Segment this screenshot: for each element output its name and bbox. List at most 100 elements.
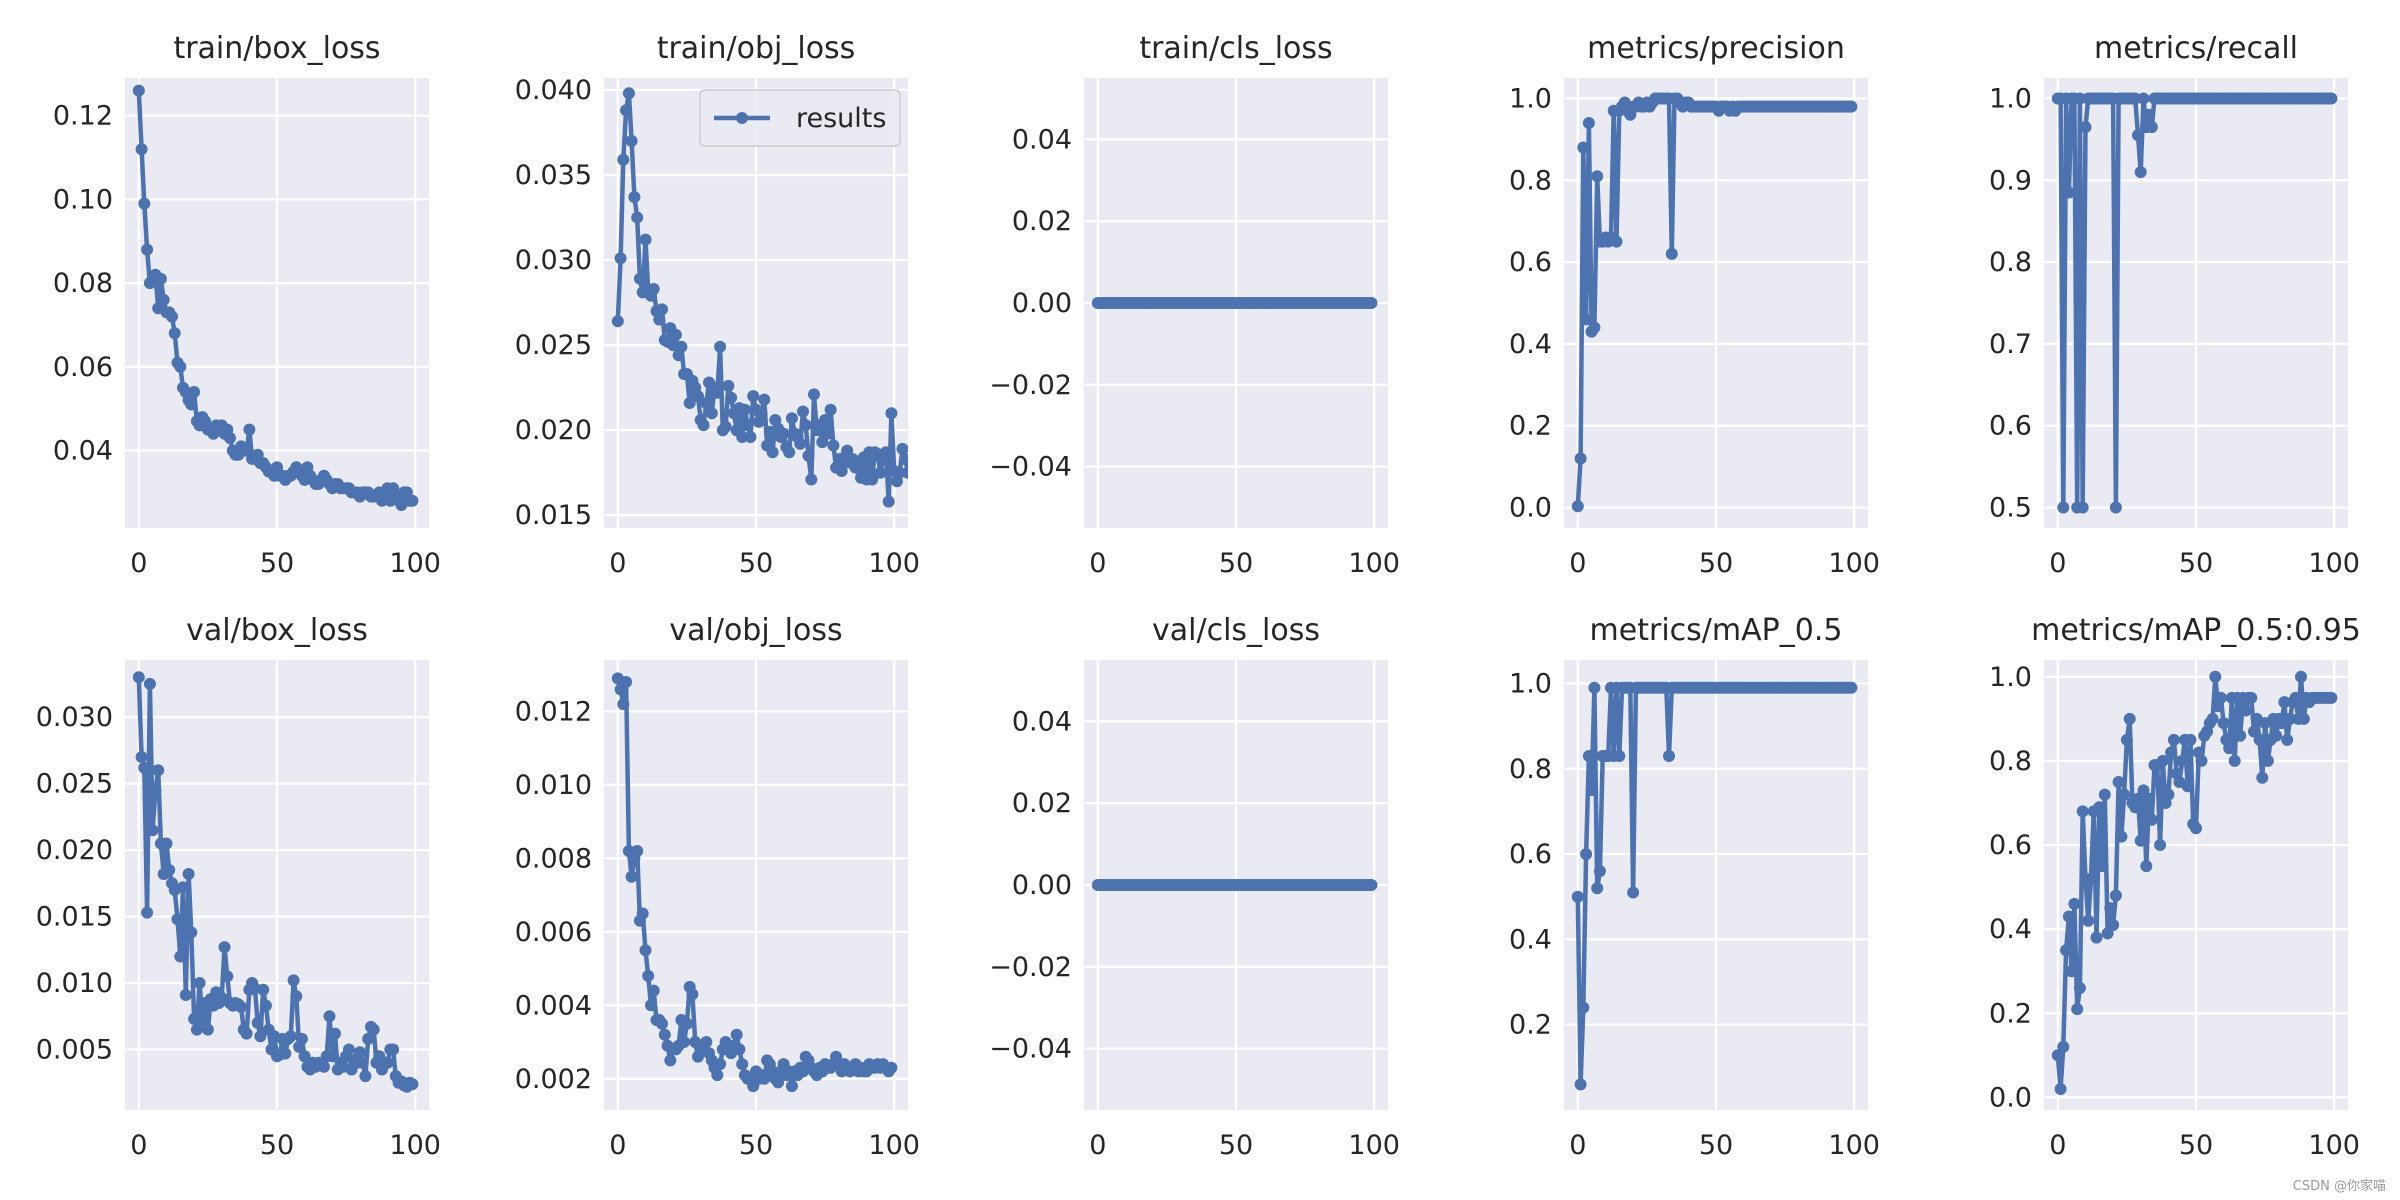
data-point [138, 197, 151, 210]
data-point [2176, 754, 2189, 767]
data-point [794, 437, 807, 450]
data-point [622, 87, 635, 100]
data-point [2209, 670, 2222, 683]
data-point [1365, 297, 1378, 309]
y-tick-label: 0.02 [1012, 206, 1072, 237]
data-point [2297, 712, 2310, 725]
data-point [2115, 830, 2128, 843]
data-point [160, 837, 173, 850]
data-point [2073, 92, 2086, 105]
data-point [799, 419, 812, 432]
data-point [636, 907, 649, 920]
data-point [318, 1060, 330, 1073]
data-point [362, 1032, 375, 1045]
data-point [2239, 704, 2252, 717]
data-point [2190, 822, 2202, 835]
data-point [885, 1061, 898, 1074]
data-point [2145, 121, 2158, 134]
y-tick-label: 0.6 [1509, 839, 1552, 870]
data-point [2162, 788, 2175, 801]
data-point [132, 84, 145, 97]
data-point [2098, 788, 2111, 801]
data-point [1582, 750, 1595, 762]
data-point [692, 390, 704, 403]
y-tick-label: 0.04 [53, 436, 113, 467]
data-point [1593, 865, 1606, 878]
data-point [381, 1056, 394, 1069]
data-point [2093, 801, 2106, 814]
data-point [902, 466, 908, 479]
data-point [2109, 889, 2122, 902]
y-tick-label: 1.0 [1509, 668, 1552, 699]
chart-panel-6: 0 50 100 0.005 0.010 0.015 0.020 0.025 0.030 val/… [36, 613, 441, 1161]
data-point [819, 414, 832, 426]
data-point [152, 764, 165, 777]
data-point [2214, 691, 2227, 704]
data-point [2206, 712, 2219, 725]
y-tick-label: 0.5 [1989, 493, 2032, 524]
data-point [633, 272, 646, 285]
data-point [2156, 754, 2169, 767]
data-point [736, 431, 749, 443]
legend-box [699, 89, 901, 147]
y-tick-label: 0.025 [515, 330, 592, 361]
data-point [658, 1028, 671, 1041]
data-point [1845, 681, 1858, 694]
y-tick-label: 0.6 [1989, 830, 2032, 861]
data-point [2054, 1083, 2067, 1095]
data-point [705, 407, 718, 420]
y-tick-label: 0.10 [53, 184, 113, 215]
data-point [631, 211, 644, 224]
data-point [2062, 186, 2075, 199]
data-point [295, 1032, 308, 1045]
y-tick-label: 0.020 [515, 415, 592, 446]
data-point [177, 881, 189, 894]
data-point [893, 466, 906, 479]
y-tick-label: −0.02 [989, 952, 1072, 983]
data-point [2107, 919, 2120, 931]
y-tick-label: 0.8 [1989, 247, 2032, 278]
data-point [2082, 914, 2095, 927]
y-tick-label: 0.06 [53, 352, 113, 383]
data-point [625, 870, 638, 883]
data-point [323, 1010, 336, 1023]
data-point [821, 427, 834, 440]
data-point [1585, 784, 1598, 797]
data-point [675, 340, 688, 353]
y-tick-label: 0.008 [515, 843, 592, 874]
y-tick-label: 0.00 [1012, 870, 1072, 901]
data-point [406, 1078, 419, 1091]
data-point [2134, 166, 2147, 179]
x-tick-label: 100 [2308, 548, 2360, 579]
data-point [257, 983, 270, 996]
data-point [874, 466, 887, 479]
data-point [174, 360, 187, 373]
data-point [736, 1058, 749, 1071]
y-tick-label: 0.2 [1989, 998, 2032, 1029]
data-point [777, 427, 790, 440]
data-point [2060, 944, 2073, 957]
data-point [797, 405, 809, 418]
data-point [2245, 691, 2258, 704]
data-point [171, 913, 184, 926]
y-tick-label: 0.006 [515, 917, 592, 948]
data-point [2289, 691, 2302, 704]
data-series [2051, 92, 2338, 514]
chart-panel-8: 0 50 100 −0.04 −0.02 0.00 0.02 0.04 val/cls_loss [989, 613, 1400, 1161]
data-point [656, 303, 668, 316]
legend-marker [736, 112, 748, 124]
chart-title: metrics/mAP_0.5 [1590, 613, 1843, 648]
x-tick-label: 0 [1089, 548, 1106, 579]
data-point [135, 143, 148, 156]
y-tick-label: 0.4 [1509, 924, 1552, 955]
data-point [620, 104, 633, 117]
data-series [132, 84, 419, 511]
data-point [866, 473, 879, 486]
data-point [2068, 897, 2081, 910]
data-point [1588, 321, 1601, 334]
data-series [2051, 670, 2338, 1095]
data-point [2076, 501, 2089, 514]
chart-title: val/obj_loss [669, 613, 842, 648]
x-tick-label: 50 [260, 1130, 294, 1161]
data-point [758, 393, 771, 406]
